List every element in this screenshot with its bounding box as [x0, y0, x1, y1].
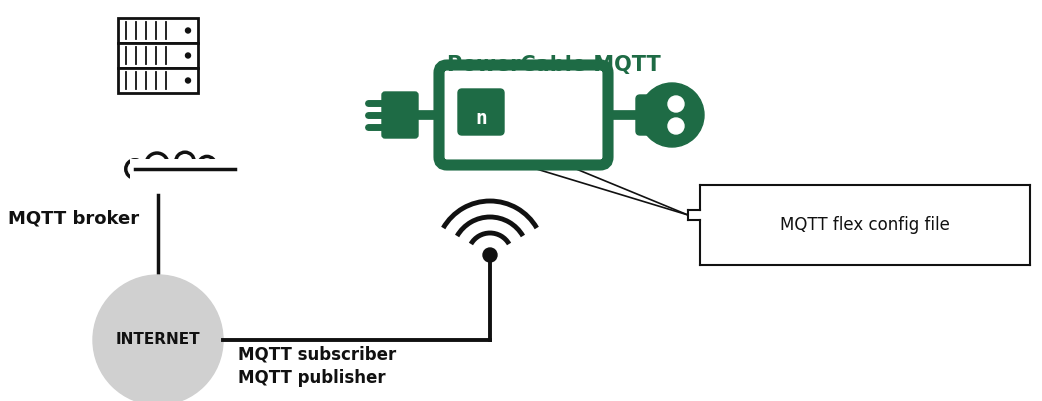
Bar: [700, 185, 1029, 265]
FancyBboxPatch shape: [382, 92, 418, 138]
Text: PowerCable MQTT: PowerCable MQTT: [447, 55, 661, 75]
Circle shape: [93, 275, 223, 401]
Circle shape: [483, 248, 497, 262]
Circle shape: [216, 162, 230, 176]
Text: MQTT broker: MQTT broker: [8, 210, 140, 228]
Circle shape: [185, 53, 191, 58]
Text: MQTT flex config file: MQTT flex config file: [780, 216, 950, 234]
Circle shape: [146, 153, 168, 175]
Circle shape: [185, 28, 191, 33]
Circle shape: [126, 160, 144, 178]
Bar: [118, 18, 198, 43]
FancyBboxPatch shape: [458, 89, 504, 135]
Circle shape: [668, 96, 684, 112]
Bar: [118, 68, 198, 93]
FancyBboxPatch shape: [636, 95, 658, 135]
Bar: [118, 43, 198, 68]
Circle shape: [668, 118, 684, 134]
Bar: [130, 158, 240, 180]
Circle shape: [176, 152, 194, 171]
Circle shape: [199, 156, 216, 173]
Circle shape: [640, 83, 704, 147]
Text: INTERNET: INTERNET: [116, 332, 200, 348]
Text: MQTT subscriber
MQTT publisher: MQTT subscriber MQTT publisher: [238, 345, 396, 387]
Text: n: n: [475, 109, 487, 128]
Circle shape: [185, 78, 191, 83]
FancyBboxPatch shape: [439, 65, 607, 165]
